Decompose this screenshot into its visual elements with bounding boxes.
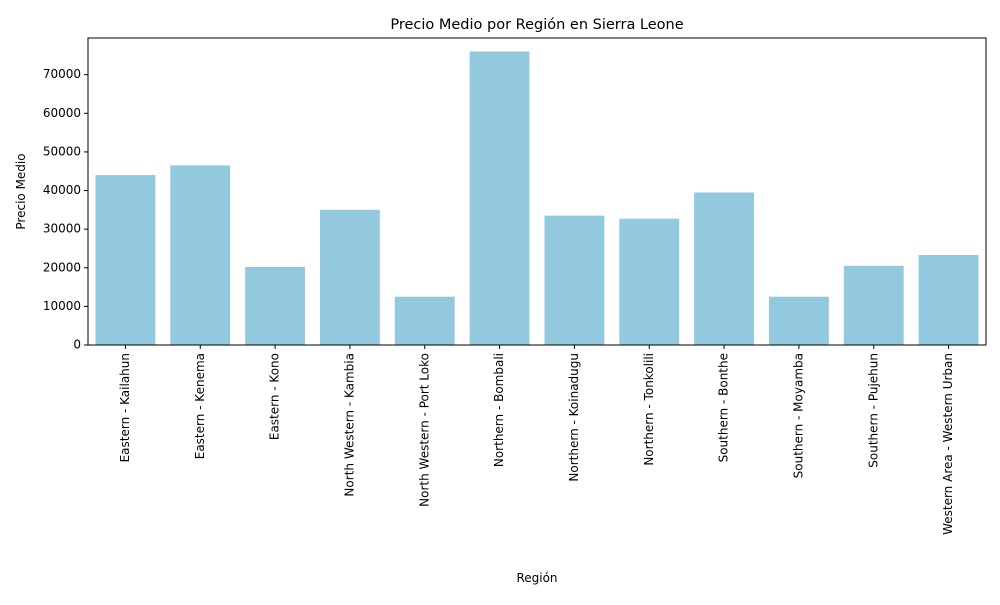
bars-group (95, 51, 979, 346)
bar-4 (394, 296, 455, 345)
bar-2 (245, 266, 306, 345)
y-tick-label-5: 50000 (43, 144, 81, 158)
bar-9 (768, 296, 829, 345)
x-tick-label-4: North Western - Port Loko (417, 353, 431, 507)
y-axis-label: Precio Medio (14, 153, 28, 229)
y-tick-label-7: 70000 (43, 67, 81, 81)
y-tick-label-1: 10000 (43, 299, 81, 313)
x-tick-label-5: Northern - Bombali (492, 353, 506, 467)
y-tick-label-3: 30000 (43, 222, 81, 236)
bar-0 (95, 175, 156, 345)
y-axis-ticks: 0 10000 20000 30000 40000 50000 60000 70000 (43, 67, 88, 352)
bar-5 (469, 51, 530, 346)
x-tick-label-11: Western Area - Western Urban (941, 353, 955, 535)
bar-3 (319, 209, 380, 345)
bar-11 (918, 255, 979, 345)
y-tick-label-2: 20000 (43, 260, 81, 274)
x-tick-label-0: Eastern - Kailahun (118, 353, 132, 462)
y-tick-label-6: 60000 (43, 106, 81, 120)
bar-8 (694, 192, 755, 345)
bar-1 (170, 165, 231, 345)
y-tick-label-4: 40000 (43, 183, 81, 197)
x-tick-label-3: North Western - Kambia (342, 353, 356, 497)
plot-frame (87, 37, 987, 346)
x-tick-label-7: Northern - Tonkolili (642, 353, 656, 466)
x-axis-label: Región (516, 571, 557, 585)
x-tick-label-9: Southern - Moyamba (791, 353, 805, 478)
bar-7 (619, 218, 680, 345)
bar-10 (843, 265, 904, 345)
y-tick-label-0: 0 (73, 338, 81, 352)
bar-6 (544, 215, 605, 345)
x-axis-ticks: Eastern - Kailahun Eastern - Kenema Easter… (118, 345, 955, 535)
x-tick-label-2: Eastern - Kono (268, 353, 282, 440)
x-tick-label-10: Southern - Pujehun (866, 353, 880, 468)
x-tick-label-6: Northern - Koinadugu (567, 353, 581, 482)
chart-title: Precio Medio por Región en Sierra Leone (390, 17, 683, 33)
x-tick-label-8: Southern - Bonthe (717, 353, 731, 462)
x-tick-label-1: Eastern - Kenema (193, 353, 207, 459)
